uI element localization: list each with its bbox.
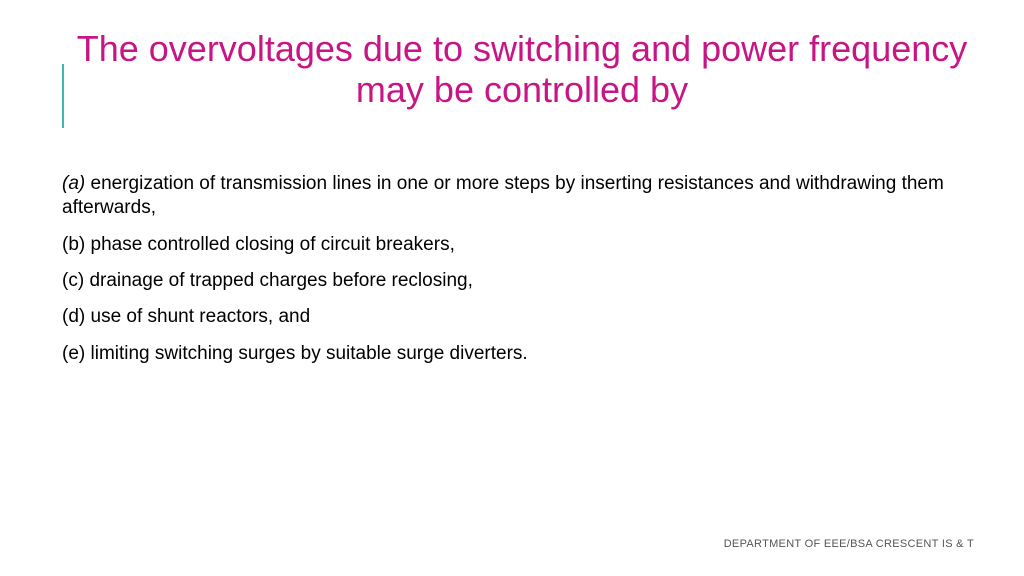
item-text: drainage of trapped charges before reclo… bbox=[89, 270, 472, 291]
item-label: (c) bbox=[62, 270, 89, 291]
footer-text: DEPARTMENT OF EEE/BSA CRESCENT IS & T bbox=[724, 538, 974, 550]
item-label: (a) bbox=[62, 173, 91, 194]
item-label: (b) bbox=[62, 234, 91, 255]
content-area: (a) energization of transmission lines i… bbox=[62, 172, 962, 378]
list-item: (b) phase controlled closing of circuit … bbox=[62, 233, 962, 257]
item-text: use of shunt reactors, and bbox=[91, 306, 311, 327]
accent-bar bbox=[62, 64, 64, 128]
item-text: phase controlled closing of circuit brea… bbox=[91, 234, 455, 255]
item-text: limiting switching surges by suitable su… bbox=[91, 343, 528, 364]
item-label: (e) bbox=[62, 343, 91, 364]
item-text: energization of transmission lines in on… bbox=[62, 173, 944, 218]
list-item: (c) drainage of trapped charges before r… bbox=[62, 269, 962, 293]
list-item: (e) limiting switching surges by suitabl… bbox=[62, 342, 962, 366]
list-item: (d) use of shunt reactors, and bbox=[62, 305, 962, 329]
item-label: (d) bbox=[62, 306, 91, 327]
slide-title: The overvoltages due to switching and po… bbox=[70, 28, 974, 111]
list-item: (a) energization of transmission lines i… bbox=[62, 172, 962, 221]
